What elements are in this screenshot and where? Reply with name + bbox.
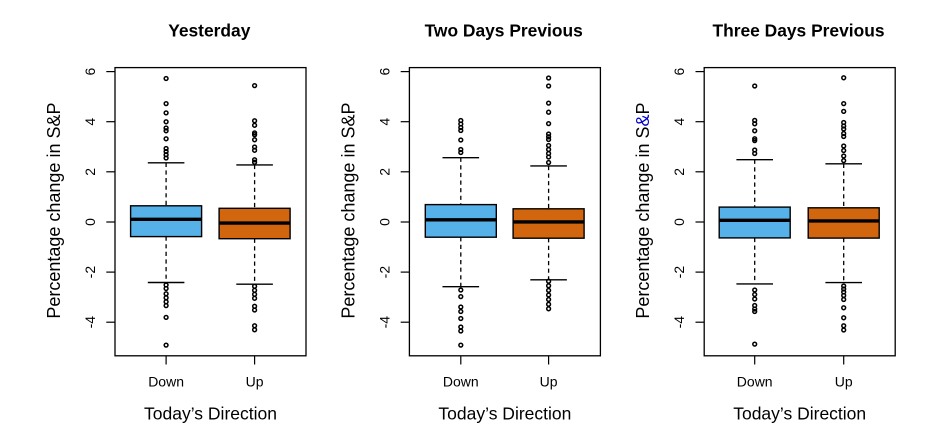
svg-text:Up: Up <box>246 374 264 390</box>
svg-text:Percentage change in S&P: Percentage change in S&P <box>633 103 653 319</box>
svg-text:Two Days Previous: Two Days Previous <box>425 21 583 41</box>
svg-text:0: 0 <box>671 218 687 226</box>
svg-text:6: 6 <box>82 67 98 75</box>
svg-text:-4: -4 <box>376 316 392 329</box>
svg-text:Today’s Direction: Today’s Direction <box>144 404 277 424</box>
svg-text:4: 4 <box>376 118 392 126</box>
svg-text:Down: Down <box>737 374 773 390</box>
svg-text:0: 0 <box>376 218 392 226</box>
svg-text:0: 0 <box>82 218 98 226</box>
svg-text:-4: -4 <box>671 316 687 329</box>
svg-text:Today’s Direction: Today’s Direction <box>438 404 571 424</box>
svg-text:-4: -4 <box>82 316 98 329</box>
svg-text:Yesterday: Yesterday <box>168 21 251 41</box>
svg-text:Up: Up <box>835 374 853 390</box>
svg-text:4: 4 <box>671 118 687 126</box>
svg-text:6: 6 <box>376 67 392 75</box>
svg-text:Percentage change in S&P: Percentage change in S&P <box>44 103 64 319</box>
svg-text:Down: Down <box>443 374 479 390</box>
svg-text:-2: -2 <box>671 266 687 279</box>
svg-text:-2: -2 <box>376 266 392 279</box>
svg-text:Down: Down <box>148 374 184 390</box>
svg-text:4: 4 <box>82 118 98 126</box>
svg-text:-2: -2 <box>82 266 98 279</box>
svg-text:2: 2 <box>671 168 687 176</box>
svg-text:Percentage change in S&P: Percentage change in S&P <box>338 103 358 319</box>
svg-text:Up: Up <box>540 374 558 390</box>
svg-text:2: 2 <box>82 168 98 176</box>
svg-text:Three Days Previous: Three Days Previous <box>712 21 884 41</box>
svg-text:6: 6 <box>671 67 687 75</box>
svg-text:Today’s Direction: Today’s Direction <box>733 404 866 424</box>
svg-text:2: 2 <box>376 168 392 176</box>
